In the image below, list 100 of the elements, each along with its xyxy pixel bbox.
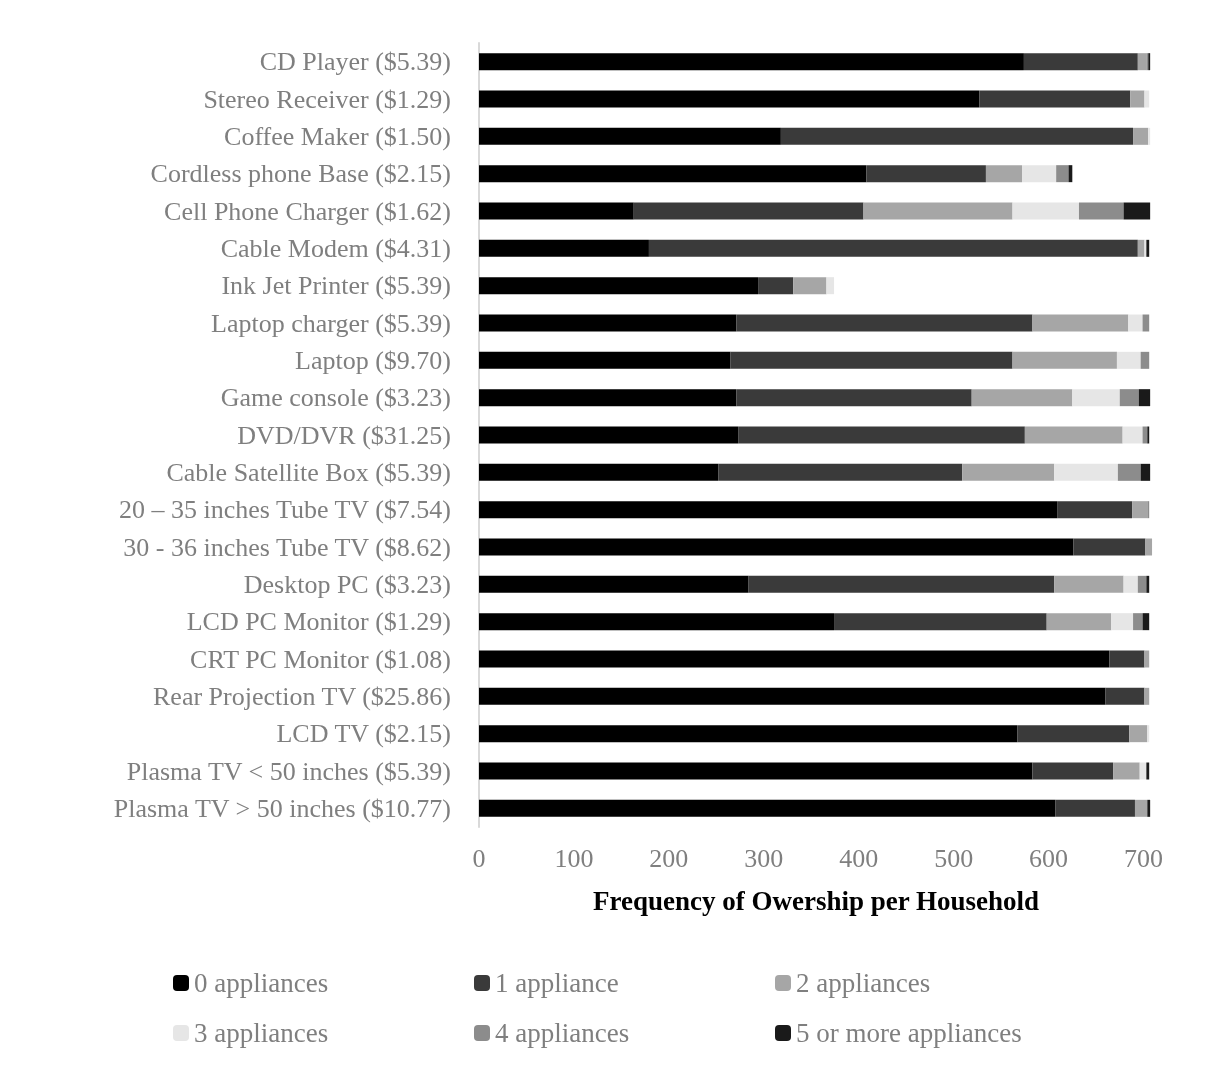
y-tick-label: Laptop charger ($5.39) bbox=[211, 308, 451, 338]
x-axis-title: Frequency of Owership per Household bbox=[592, 885, 1040, 916]
bar bbox=[1055, 799, 1135, 817]
bar bbox=[1109, 650, 1145, 668]
y-tick-label: Laptop ($9.70) bbox=[295, 345, 451, 375]
bar bbox=[1056, 165, 1069, 183]
bar bbox=[1138, 389, 1151, 407]
bar bbox=[479, 314, 737, 332]
bar bbox=[479, 463, 719, 481]
bar bbox=[736, 389, 972, 407]
bar bbox=[1017, 725, 1130, 743]
legend-label: 0 appliances bbox=[194, 968, 329, 998]
legend-label: 1 appliance bbox=[495, 968, 619, 998]
bar bbox=[1140, 351, 1150, 369]
bar bbox=[479, 90, 980, 108]
bar bbox=[1144, 687, 1150, 705]
y-tick-label: CD Player ($5.39) bbox=[259, 47, 451, 77]
y-tick-label: Coffee Maker ($1.50) bbox=[224, 121, 451, 151]
bar bbox=[718, 463, 963, 481]
bar bbox=[780, 127, 1134, 145]
bar bbox=[1072, 389, 1120, 407]
legend-label: 5 or more appliances bbox=[796, 1018, 1022, 1048]
bar bbox=[1119, 389, 1139, 407]
x-tick-label: 600 bbox=[1029, 843, 1069, 873]
bar bbox=[1073, 538, 1146, 556]
x-tick-label: 300 bbox=[744, 843, 784, 873]
bar bbox=[866, 165, 986, 183]
bar bbox=[971, 389, 1073, 407]
bar bbox=[1116, 351, 1141, 369]
bar bbox=[1023, 53, 1138, 71]
bar bbox=[863, 202, 1013, 220]
y-tick-label: LCD PC Monitor ($1.29) bbox=[186, 607, 451, 637]
bar bbox=[479, 725, 1018, 743]
y-tick-label: Cable Satellite Box ($5.39) bbox=[166, 457, 451, 487]
bar bbox=[1128, 314, 1143, 332]
bar bbox=[1022, 165, 1057, 183]
y-tick-label: 20 – 35 inches Tube TV ($7.54) bbox=[119, 495, 451, 525]
bar bbox=[479, 501, 1058, 519]
bar bbox=[1146, 575, 1150, 593]
legend-label: 2 appliances bbox=[796, 968, 931, 998]
bar bbox=[730, 351, 1013, 369]
bar bbox=[1105, 687, 1145, 705]
bar bbox=[1146, 762, 1150, 780]
bar bbox=[985, 165, 1022, 183]
bar bbox=[1147, 799, 1151, 817]
bar bbox=[1078, 202, 1124, 220]
y-tick-label: Cordless phone Base ($2.15) bbox=[150, 159, 451, 189]
bar bbox=[1137, 575, 1147, 593]
bar bbox=[1032, 762, 1114, 780]
bar bbox=[748, 575, 1055, 593]
bar bbox=[479, 613, 835, 631]
bar bbox=[1046, 613, 1112, 631]
bar bbox=[479, 575, 749, 593]
y-tick-label: LCD TV ($2.15) bbox=[276, 719, 451, 749]
bar bbox=[1142, 314, 1150, 332]
y-tick-label: Cell Phone Charger ($1.62) bbox=[164, 196, 451, 226]
x-tick-label: 400 bbox=[839, 843, 879, 873]
bar bbox=[1123, 202, 1151, 220]
bar bbox=[793, 277, 827, 295]
bar bbox=[1130, 90, 1145, 108]
legend-label: 3 appliances bbox=[194, 1018, 329, 1048]
bar bbox=[1024, 426, 1123, 444]
bar bbox=[1054, 463, 1118, 481]
y-tick-label: Stereo Receiver ($1.29) bbox=[203, 84, 451, 114]
bar bbox=[1139, 762, 1147, 780]
bar bbox=[1134, 799, 1148, 817]
x-tick-label: 700 bbox=[1124, 843, 1164, 873]
bar bbox=[479, 53, 1024, 71]
bar bbox=[479, 687, 1106, 705]
bar bbox=[979, 90, 1131, 108]
x-tick-label: 0 bbox=[472, 843, 486, 873]
bar bbox=[479, 762, 1033, 780]
bar bbox=[1057, 501, 1133, 519]
x-tick-label: 100 bbox=[554, 843, 594, 873]
bar bbox=[1145, 538, 1153, 556]
bar bbox=[479, 127, 781, 145]
y-tick-label: Plasma TV < 50 inches ($5.39) bbox=[126, 756, 451, 786]
bar bbox=[633, 202, 864, 220]
bar bbox=[1054, 575, 1124, 593]
bar bbox=[736, 314, 1033, 332]
bar bbox=[1012, 351, 1117, 369]
bar bbox=[834, 613, 1047, 631]
bar bbox=[1144, 90, 1150, 108]
y-tick-label: Desktop PC ($3.23) bbox=[243, 569, 451, 599]
legend-label: 4 appliances bbox=[495, 1018, 630, 1048]
bar bbox=[1144, 650, 1150, 668]
bar bbox=[1117, 463, 1141, 481]
bar bbox=[962, 463, 1055, 481]
bar bbox=[1133, 127, 1149, 145]
bar bbox=[1122, 426, 1143, 444]
bar bbox=[479, 650, 1110, 668]
bar bbox=[1142, 613, 1150, 631]
bar bbox=[479, 239, 649, 257]
bar bbox=[738, 426, 1025, 444]
bar bbox=[479, 277, 759, 295]
y-tick-label: Plasma TV > 50 inches ($10.77) bbox=[113, 793, 451, 823]
x-tick-label: 500 bbox=[934, 843, 974, 873]
y-tick-label: Game console ($3.23) bbox=[220, 383, 451, 413]
bar bbox=[1133, 613, 1143, 631]
bar bbox=[1113, 762, 1140, 780]
